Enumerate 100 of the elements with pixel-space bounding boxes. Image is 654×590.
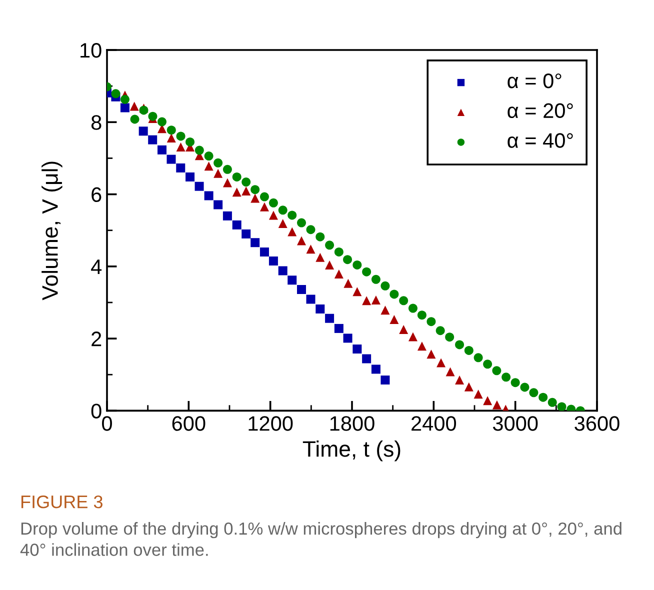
point <box>232 220 242 230</box>
x-tick-label: 600 <box>172 416 206 431</box>
y-axis-title: Volume, V (μl) <box>42 162 62 300</box>
point <box>214 158 223 168</box>
point <box>306 244 316 254</box>
caption: FIGURE 3 <box>21 495 102 508</box>
legend-label: α = 40° <box>508 133 573 148</box>
point <box>186 172 195 182</box>
point <box>268 256 278 266</box>
point <box>222 211 232 220</box>
point <box>344 278 353 288</box>
y-tick-label: 4 <box>91 260 102 274</box>
point <box>362 267 372 276</box>
point <box>130 114 140 124</box>
point <box>362 354 372 364</box>
point <box>399 325 408 334</box>
point <box>278 266 288 276</box>
y-tick-label: 0 <box>91 404 102 418</box>
y-tick-label: 2 <box>92 332 102 346</box>
point <box>316 232 325 242</box>
x-tick-label: 3600 <box>574 416 620 431</box>
point <box>138 126 148 136</box>
point <box>232 172 242 182</box>
point <box>297 218 306 228</box>
legend-label: α = 0° <box>508 73 562 88</box>
point <box>120 94 130 104</box>
point <box>316 304 325 314</box>
point <box>120 103 130 112</box>
point <box>446 367 455 376</box>
point <box>148 112 158 121</box>
point <box>242 229 251 238</box>
point <box>380 281 390 290</box>
point <box>111 89 120 98</box>
point <box>426 317 436 326</box>
point <box>390 314 399 324</box>
point <box>288 227 297 236</box>
point <box>250 238 260 248</box>
point <box>297 236 306 246</box>
point <box>194 146 204 155</box>
point <box>520 382 530 392</box>
point <box>222 164 232 174</box>
point <box>492 366 502 376</box>
point <box>417 342 426 351</box>
point <box>380 376 390 385</box>
x-tick-label: 0 <box>102 416 112 431</box>
point <box>436 358 446 368</box>
point <box>352 344 362 354</box>
point <box>352 287 362 296</box>
point <box>157 117 166 126</box>
point <box>148 135 158 144</box>
point <box>445 332 454 342</box>
point <box>325 240 334 250</box>
point <box>204 191 214 200</box>
point <box>250 185 260 194</box>
point <box>260 192 269 202</box>
point <box>268 210 278 220</box>
y-tick-label: 10 <box>80 43 102 58</box>
point <box>325 314 334 323</box>
point <box>362 296 372 306</box>
point <box>548 398 557 407</box>
point <box>250 194 260 203</box>
point <box>502 372 511 382</box>
point <box>278 218 288 228</box>
point <box>176 132 186 141</box>
x-tick-label: 1800 <box>330 416 374 431</box>
point <box>529 388 538 398</box>
point <box>455 340 464 350</box>
point <box>176 163 186 172</box>
point <box>204 162 214 171</box>
point <box>176 142 186 152</box>
point <box>474 353 483 362</box>
point <box>186 137 195 146</box>
x-tick-label: 1200 <box>248 416 293 431</box>
point <box>371 364 380 374</box>
point <box>214 168 223 178</box>
point <box>130 102 139 111</box>
point <box>408 304 418 313</box>
point <box>390 290 399 299</box>
point <box>222 178 232 188</box>
point <box>157 145 166 154</box>
point <box>278 206 288 215</box>
point <box>483 360 492 369</box>
point <box>352 260 362 270</box>
point <box>334 324 344 333</box>
point <box>242 178 251 187</box>
x-tick-label: 2400 <box>412 416 456 431</box>
point <box>166 154 176 164</box>
point <box>464 346 474 355</box>
point <box>232 188 242 197</box>
point <box>510 378 520 388</box>
text: Drop volume of the drying 0.1% w/w microspheres drops drying at 0°, 20°, and 40° inclination over time. <box>20 522 622 556</box>
point <box>260 247 269 256</box>
point <box>371 295 380 304</box>
point <box>557 402 566 411</box>
point <box>371 274 380 284</box>
point <box>166 134 176 143</box>
point <box>297 285 306 294</box>
point <box>334 247 344 256</box>
y-tick-label: 6 <box>92 187 102 202</box>
point <box>455 376 464 385</box>
